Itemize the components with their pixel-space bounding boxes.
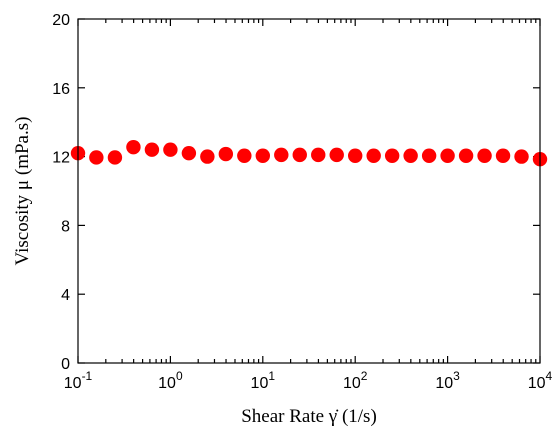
data-point — [477, 148, 492, 163]
data-point — [126, 139, 141, 155]
x-tick-label: 103 — [435, 369, 460, 392]
data-point — [237, 148, 252, 163]
data-point — [458, 148, 474, 163]
y-tick-label: 0 — [61, 356, 70, 373]
data-points — [70, 139, 548, 167]
data-point — [348, 148, 363, 163]
x-tick-label: 101 — [251, 369, 276, 392]
data-point — [403, 148, 418, 163]
data-point — [144, 142, 160, 157]
y-tick-label: 4 — [61, 287, 70, 304]
data-point — [366, 148, 381, 163]
data-point — [292, 147, 307, 163]
data-point — [163, 142, 178, 157]
x-axis-title: Shear Rate γ̇ (1/s) — [241, 406, 377, 427]
y-tick-label: 12 — [52, 150, 70, 167]
data-point — [384, 148, 400, 163]
axis-ticks — [77, 18, 541, 364]
y-tick-label: 16 — [52, 81, 70, 98]
x-tick-label: 10-1 — [64, 369, 93, 392]
data-point — [89, 150, 104, 165]
x-tick-label: 100 — [158, 369, 183, 392]
data-point — [218, 146, 234, 162]
data-point — [440, 148, 455, 163]
data-point — [107, 150, 123, 165]
x-tick-label: 104 — [528, 369, 553, 392]
data-point — [274, 147, 289, 163]
data-point — [514, 149, 529, 164]
y-axis-title: Viscosity μ (mPa.s) — [12, 117, 33, 266]
data-point — [311, 147, 326, 163]
data-point — [200, 149, 215, 164]
data-point — [495, 148, 511, 163]
data-point — [255, 148, 270, 163]
x-tick-label: 102 — [343, 369, 368, 392]
y-tick-label: 20 — [52, 12, 70, 29]
plot-frame — [77, 18, 541, 364]
y-tick-label: 8 — [61, 218, 70, 235]
data-point — [181, 145, 197, 161]
data-point — [421, 148, 437, 163]
data-point — [329, 147, 344, 163]
y-tick-labels: 0 4 8 12 16 20 — [52, 12, 70, 373]
x-tick-labels: 10-1 100 101 102 103 104 — [64, 369, 553, 392]
